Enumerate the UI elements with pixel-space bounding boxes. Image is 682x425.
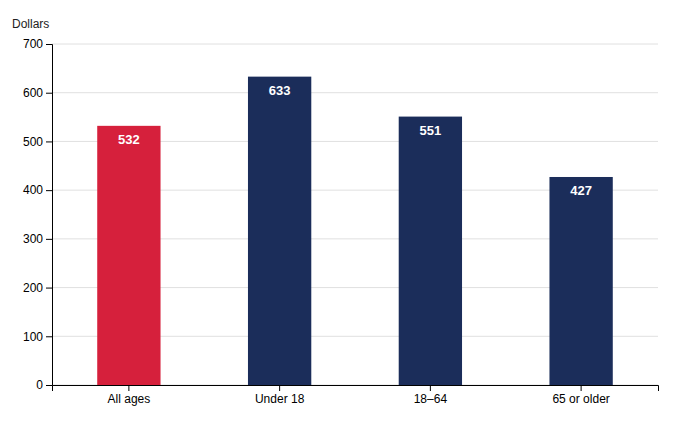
y-tick-label: 300 — [23, 232, 43, 246]
x-tick-mark — [581, 385, 582, 391]
x-tick-mark — [279, 385, 280, 391]
data-label: 551 — [420, 123, 442, 138]
y-tick: 0 — [36, 378, 52, 392]
x-tick-label: 18–64 — [414, 392, 448, 406]
y-tick-mark — [46, 385, 52, 386]
y-tick: 500 — [23, 135, 52, 149]
x-tick-label: All ages — [108, 392, 151, 406]
bar — [549, 177, 612, 385]
y-tick-label: 200 — [23, 281, 43, 295]
x-tick: 65 or older — [552, 385, 609, 406]
y-tick-mark — [46, 239, 52, 240]
y-axis-title: Dollars — [12, 17, 49, 31]
grid-line — [52, 44, 658, 45]
y-tick-label: 500 — [23, 135, 43, 149]
x-axis: All ages Under 18 18–64 65 or older — [53, 385, 659, 406]
y-tick: 300 — [23, 232, 52, 246]
data-label: 532 — [118, 132, 140, 147]
y-tick-label: 400 — [23, 183, 43, 197]
y-axis: 0 100 200 300 400 500 600 700 — [23, 37, 53, 392]
grid — [52, 44, 658, 385]
x-tick: 18–64 — [414, 385, 448, 406]
x-tick-label: 65 or older — [552, 392, 609, 406]
bar — [399, 117, 462, 385]
y-tick-label: 100 — [23, 330, 43, 344]
grid-line — [52, 92, 658, 93]
y-tick-label: 700 — [23, 37, 43, 51]
y-tick-mark — [46, 44, 52, 45]
y-tick-label: 0 — [36, 378, 43, 392]
chart-svg: 0 100 200 300 400 500 600 700 All ages Under 18 18… — [0, 0, 682, 425]
bar — [97, 126, 160, 385]
x-tick: Under 18 — [255, 385, 305, 406]
data-label: 633 — [269, 83, 291, 98]
y-tick-mark — [46, 336, 52, 337]
chart-container: 0 100 200 300 400 500 600 700 All ages Under 18 18… — [0, 0, 682, 425]
bars — [97, 77, 613, 385]
y-tick: 600 — [23, 86, 52, 100]
y-tick-mark — [46, 93, 52, 94]
x-tick: All ages — [108, 385, 151, 406]
y-tick: 400 — [23, 183, 52, 197]
bar — [248, 77, 311, 385]
y-axis-line — [46, 45, 53, 386]
y-tick: 200 — [23, 281, 52, 295]
plot: 0 100 200 300 400 500 600 700 All ages Under 18 18… — [23, 37, 659, 405]
y-tick-mark — [46, 288, 52, 289]
y-tick-mark — [46, 141, 52, 142]
data-label: 427 — [570, 183, 592, 198]
x-tick-mark — [430, 385, 431, 391]
x-tick-mark — [128, 385, 129, 391]
y-tick-label: 600 — [23, 86, 43, 100]
data-labels: 532 633 551 427 — [118, 83, 592, 198]
x-tick-label: Under 18 — [255, 392, 305, 406]
x-axis-line — [53, 386, 659, 392]
y-tick: 100 — [23, 330, 52, 344]
y-tick-mark — [46, 190, 52, 191]
y-tick: 700 — [23, 37, 52, 51]
